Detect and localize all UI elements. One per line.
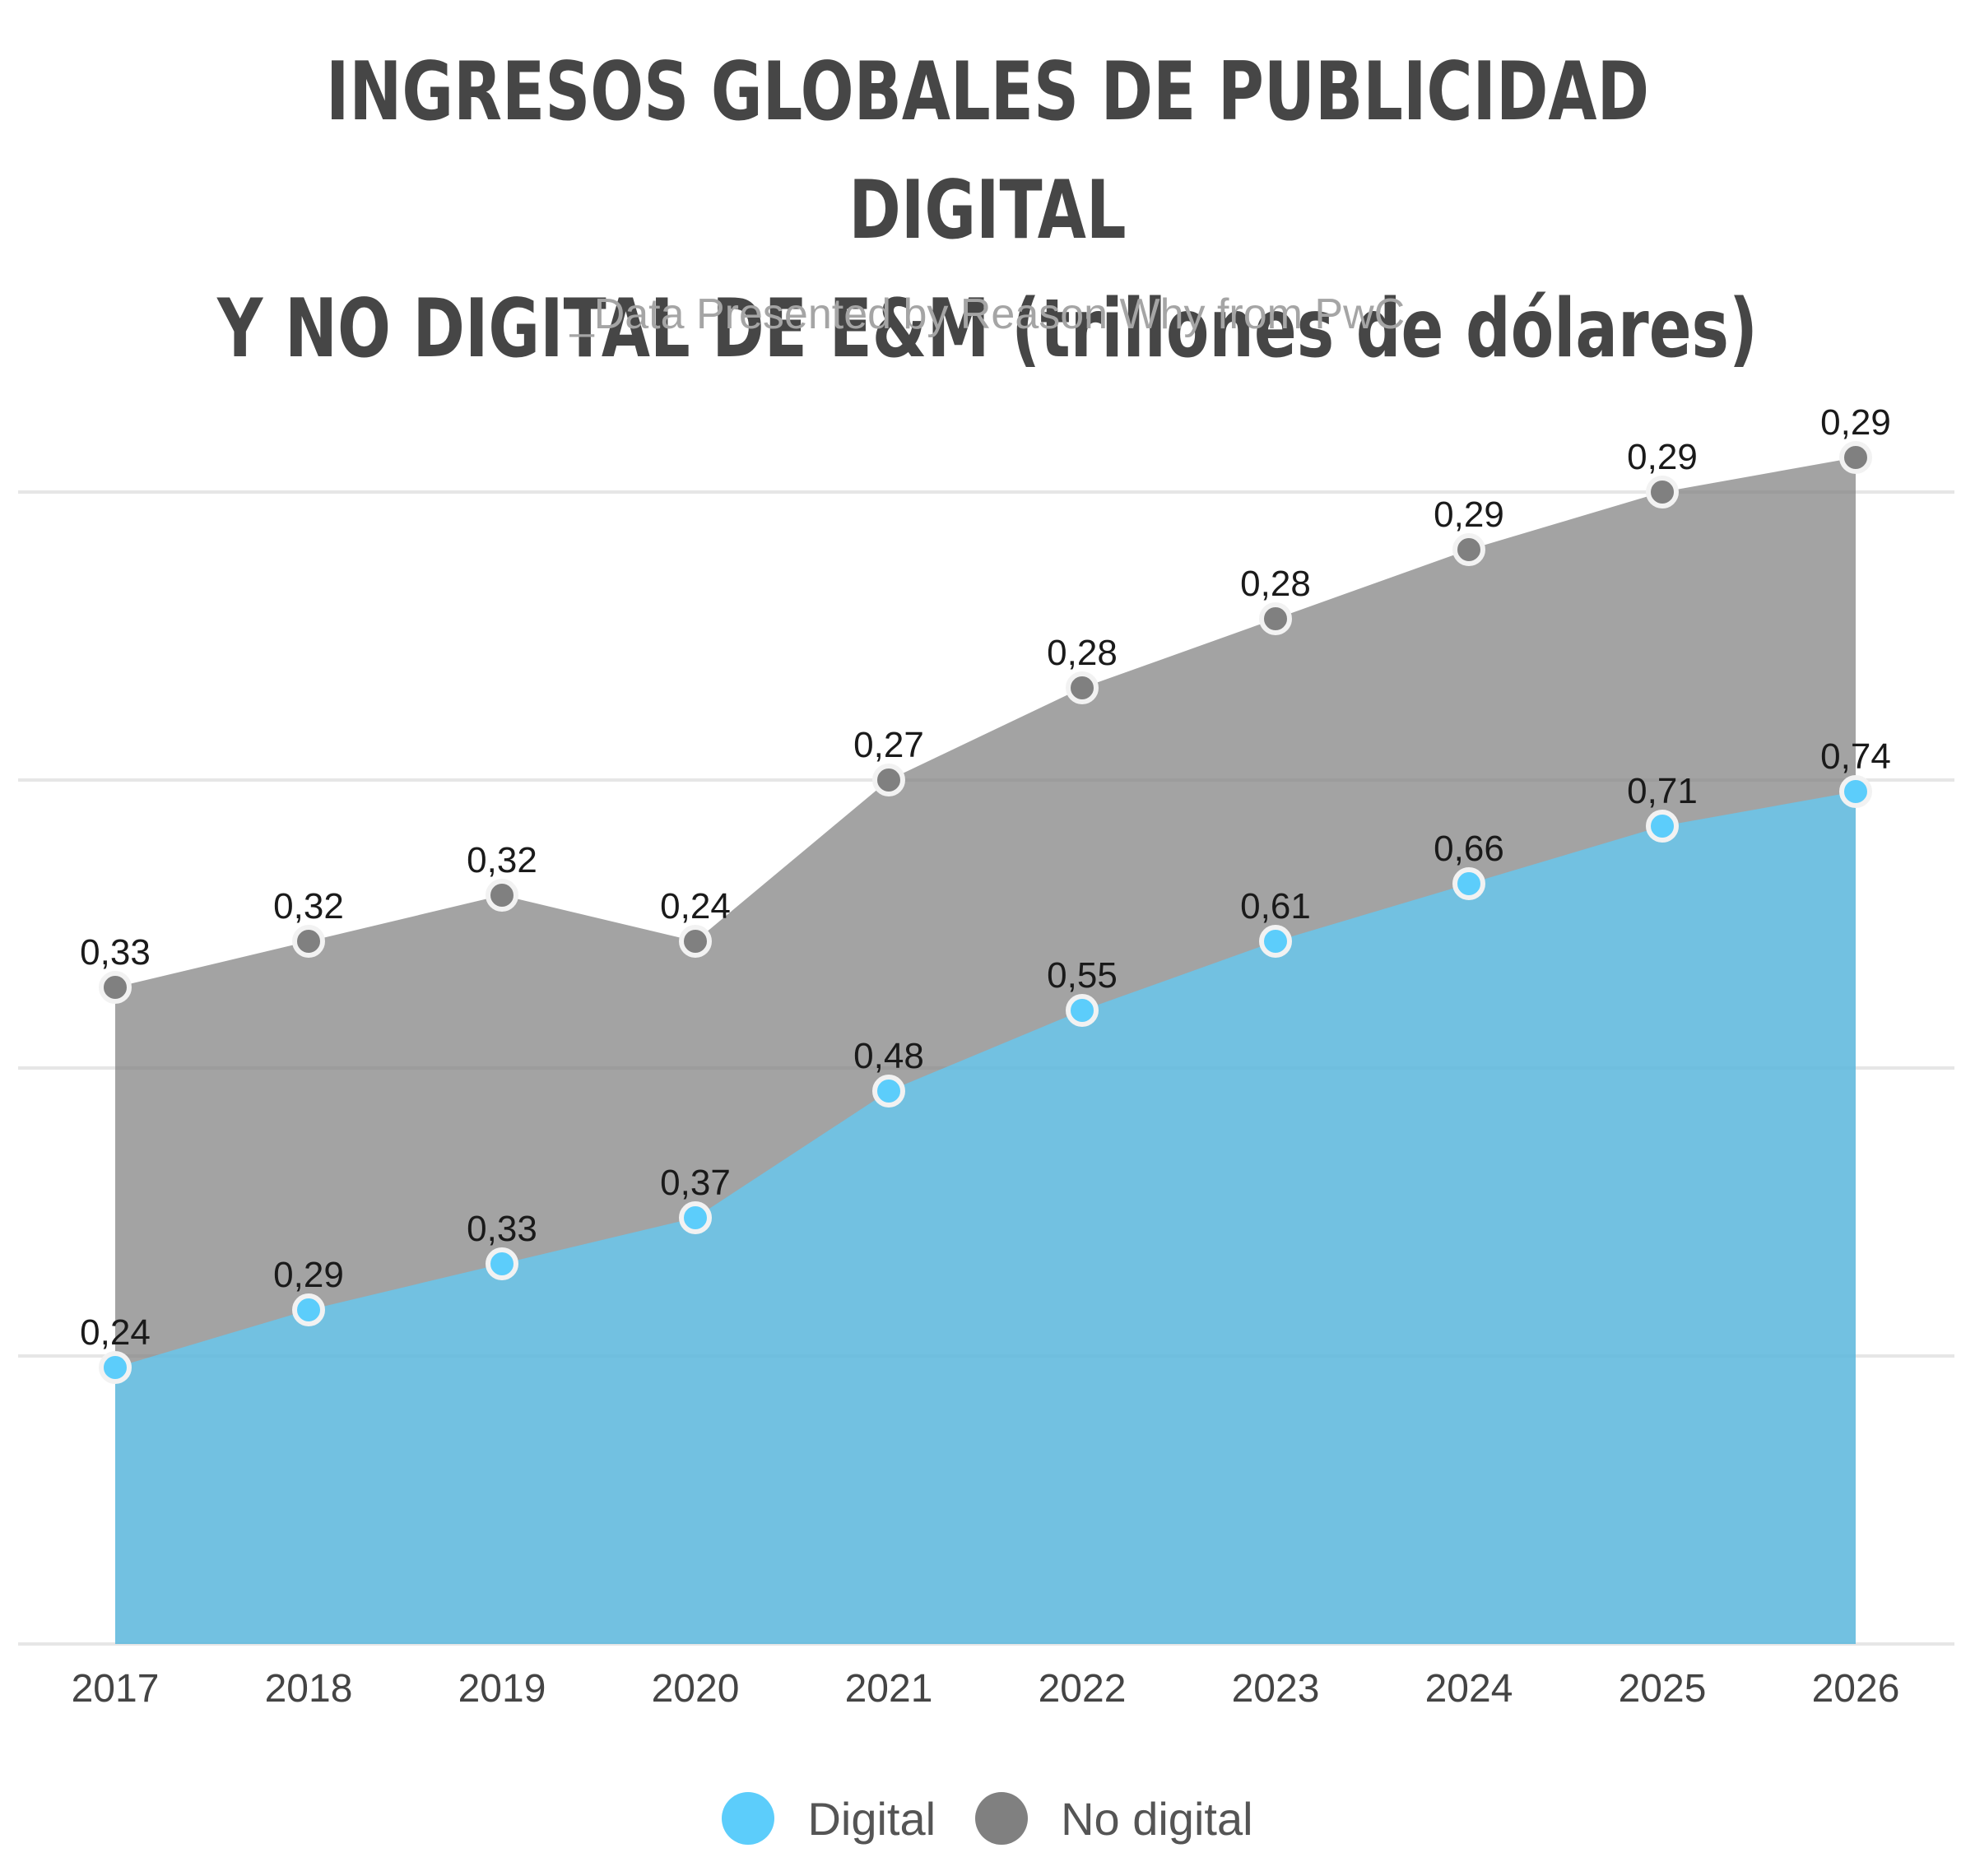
label-digital-2021: 0,48 xyxy=(853,1036,924,1076)
x-tick-2017: 2017 xyxy=(72,1667,160,1711)
point-no-digital-2020 xyxy=(679,925,712,958)
chart-title-line2: Y NO DIGITAL DE E&M (trillones de dólare… xyxy=(217,282,1758,376)
label-digital-2022: 0,55 xyxy=(1047,955,1118,996)
label-no-digital-2021: 0,27 xyxy=(853,725,924,765)
chart-title: INGRESOS GLOBALES DE PUBLICIDAD DIGITAL … xyxy=(217,33,1758,388)
chart-title-line1: INGRESOS GLOBALES DE PUBLICIDAD DIGITAL xyxy=(325,45,1650,258)
point-no-digital-2025 xyxy=(1646,476,1679,508)
label-digital-2019: 0,33 xyxy=(467,1209,537,1249)
point-no-digital-2017 xyxy=(99,971,132,1004)
x-tick-2024: 2024 xyxy=(1425,1667,1513,1711)
point-digital-2020 xyxy=(679,1201,712,1234)
legend-label-no-digital: No digital xyxy=(1061,1792,1253,1845)
point-no-digital-2018 xyxy=(292,925,325,958)
legend: Digital No digital xyxy=(0,1785,1975,1851)
point-digital-2018 xyxy=(292,1293,325,1326)
label-no-digital-2023: 0,28 xyxy=(1240,564,1311,604)
point-digital-2022 xyxy=(1066,994,1099,1027)
label-digital-2023: 0,61 xyxy=(1240,886,1311,926)
legend-marker-no-digital xyxy=(975,1792,1029,1845)
point-digital-2023 xyxy=(1259,925,1292,958)
x-tick-2026: 2026 xyxy=(1812,1667,1900,1711)
point-digital-2025 xyxy=(1646,810,1679,843)
x-tick-2020: 2020 xyxy=(652,1667,740,1711)
label-digital-2024: 0,66 xyxy=(1434,829,1504,869)
label-no-digital-2017: 0,33 xyxy=(80,932,151,973)
point-no-digital-2026 xyxy=(1839,441,1872,474)
label-digital-2020: 0,37 xyxy=(660,1163,731,1203)
x-tick-2025: 2025 xyxy=(1619,1667,1707,1711)
legend-item-digital[interactable]: Digital xyxy=(722,1792,936,1846)
x-tick-2023: 2023 xyxy=(1232,1667,1320,1711)
point-no-digital-2022 xyxy=(1066,671,1099,704)
point-no-digital-2021 xyxy=(872,764,905,796)
point-digital-2019 xyxy=(486,1247,518,1280)
label-no-digital-2025: 0,29 xyxy=(1627,437,1698,477)
value-labels: 0,24 0,33 0,29 0,32 0,33 0,32 0,37 0,24 0,48 0,27… xyxy=(80,402,1891,1353)
label-digital-2017: 0,24 xyxy=(80,1312,151,1353)
label-no-digital-2020: 0,24 xyxy=(660,886,731,926)
label-no-digital-2024: 0,29 xyxy=(1434,495,1504,535)
point-digital-2024 xyxy=(1452,867,1485,900)
x-tick-2019: 2019 xyxy=(458,1667,546,1711)
x-tick-2022: 2022 xyxy=(1039,1667,1127,1711)
label-no-digital-2018: 0,32 xyxy=(273,886,344,926)
label-no-digital-2022: 0,28 xyxy=(1047,633,1118,673)
point-digital-2026 xyxy=(1839,775,1872,808)
x-axis-ticks: 2017 2018 2019 2020 2021 2022 2023 2024 2025 2026 xyxy=(72,1667,1900,1711)
point-no-digital-2019 xyxy=(486,879,518,912)
legend-item-no-digital[interactable]: No digital xyxy=(975,1792,1253,1846)
area-digital xyxy=(115,792,1856,1644)
legend-label-digital: Digital xyxy=(807,1792,936,1845)
chart-points xyxy=(99,441,1872,1384)
x-tick-2021: 2021 xyxy=(845,1667,933,1711)
x-tick-2018: 2018 xyxy=(265,1667,353,1711)
legend-marker-digital xyxy=(722,1792,775,1845)
label-digital-2025: 0,71 xyxy=(1627,771,1698,811)
chart-areas xyxy=(115,457,1856,1644)
area-chart: 0,24 0,33 0,29 0,32 0,33 0,32 0,37 0,24 0,48 0,27… xyxy=(18,402,1954,1711)
point-no-digital-2023 xyxy=(1259,602,1292,635)
label-digital-2026: 0,74 xyxy=(1820,736,1891,777)
point-digital-2017 xyxy=(99,1351,132,1384)
label-no-digital-2019: 0,32 xyxy=(467,840,537,880)
label-digital-2018: 0,29 xyxy=(273,1255,344,1295)
point-no-digital-2024 xyxy=(1452,533,1485,566)
chart-subtitle: _Data Presented by Reason Why from PwC xyxy=(569,290,1406,338)
label-no-digital-2026: 0,29 xyxy=(1820,402,1891,443)
point-digital-2021 xyxy=(872,1075,905,1107)
